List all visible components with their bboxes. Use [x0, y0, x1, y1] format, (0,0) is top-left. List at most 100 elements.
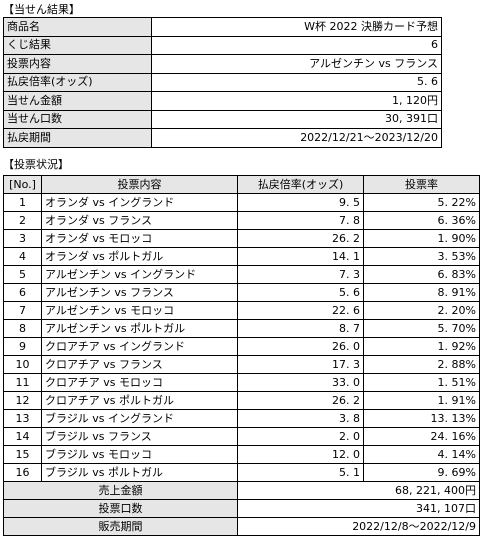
result-label: 当せん金額 [3, 91, 152, 111]
result-table: 商品名 W杯 2022 決勝カード予想 くじ結果 6 投票内容 アルゼンチン vs フラン… [3, 17, 442, 148]
row-odds: 33. 0 [237, 373, 364, 392]
summary-label: 販売期間 [3, 517, 238, 536]
result-label: 払戻倍率(オッズ) [3, 72, 152, 92]
row-odds: 26. 2 [237, 229, 364, 248]
result-value: 2022/12/21～2023/12/20 [151, 128, 442, 148]
result-row: 払戻期間 2022/12/21～2023/12/20 [3, 128, 442, 148]
row-number: 3 [3, 229, 42, 248]
row-odds: 7. 8 [237, 211, 364, 230]
row-content: アルゼンチン vs ポルトガル [41, 319, 238, 338]
row-content: ブラジル vs イングランド [41, 409, 238, 428]
row-content: オランダ vs フランス [41, 211, 238, 230]
voting-row: 15 ブラジル vs モロッコ 12. 0 4. 14% [3, 445, 480, 464]
row-odds: 26. 2 [237, 391, 364, 410]
row-content: クロアチア vs モロッコ [41, 373, 238, 392]
result-row: 当せん口数 30, 391口 [3, 109, 442, 129]
result-value: 5. 6 [151, 72, 442, 92]
header-rate: 投票率 [363, 175, 480, 194]
row-content: オランダ vs ポルトガル [41, 247, 238, 266]
row-odds: 17. 3 [237, 355, 364, 374]
row-rate: 9. 69% [363, 463, 480, 482]
row-rate: 1. 51% [363, 373, 480, 392]
row-rate: 5. 70% [363, 319, 480, 338]
row-rate: 1. 91% [363, 391, 480, 410]
result-row: 商品名 W杯 2022 決勝カード予想 [3, 17, 442, 37]
voting-row: 1 オランダ vs イングランド 9. 5 5. 22% [3, 193, 480, 212]
row-content: クロアチア vs イングランド [41, 337, 238, 356]
result-value: アルゼンチン vs フランス [151, 54, 442, 74]
voting-row: 9 クロアチア vs イングランド 26. 0 1. 92% [3, 337, 480, 356]
row-number: 12 [3, 391, 42, 410]
result-value: W杯 2022 決勝カード予想 [151, 17, 442, 37]
row-number: 7 [3, 301, 42, 320]
summary-row: 投票口数 341, 107口 [3, 499, 480, 518]
row-rate: 4. 14% [363, 445, 480, 464]
header-content: 投票内容 [41, 175, 238, 194]
row-rate: 24. 16% [363, 427, 480, 446]
result-value: 30, 391口 [151, 109, 442, 129]
row-number: 10 [3, 355, 42, 374]
row-content: オランダ vs イングランド [41, 193, 238, 212]
row-rate: 3. 53% [363, 247, 480, 266]
row-number: 5 [3, 265, 42, 284]
voting-row: 16 ブラジル vs ポルトガル 5. 1 9. 69% [3, 463, 480, 482]
voting-table: [No.] 投票内容 払戻倍率(オッズ) 投票率 1 オランダ vs イングランド… [3, 175, 480, 536]
row-content: オランダ vs モロッコ [41, 229, 238, 248]
voting-row: 10 クロアチア vs フランス 17. 3 2. 88% [3, 355, 480, 374]
row-number: 1 [3, 193, 42, 212]
row-odds: 12. 0 [237, 445, 364, 464]
voting-row: 6 アルゼンチン vs フランス 5. 6 8. 91% [3, 283, 480, 302]
voting-row: 13 ブラジル vs イングランド 3. 8 13. 13% [3, 409, 480, 428]
row-odds: 5. 6 [237, 283, 364, 302]
row-content: クロアチア vs ポルトガル [41, 391, 238, 410]
voting-row: 8 アルゼンチン vs ポルトガル 8. 7 5. 70% [3, 319, 480, 338]
summary-value: 2022/12/8～2022/12/9 [237, 517, 480, 536]
row-rate: 6. 83% [363, 265, 480, 284]
result-row: くじ結果 6 [3, 35, 442, 55]
summary-value: 341, 107口 [237, 499, 480, 518]
row-content: クロアチア vs フランス [41, 355, 238, 374]
result-value: 1, 120円 [151, 91, 442, 111]
voting-row: 11 クロアチア vs モロッコ 33. 0 1. 51% [3, 373, 480, 392]
result-value: 6 [151, 35, 442, 55]
row-content: ブラジル vs ポルトガル [41, 463, 238, 482]
row-odds: 7. 3 [237, 265, 364, 284]
summary-label: 投票口数 [3, 499, 238, 518]
row-rate: 8. 91% [363, 283, 480, 302]
row-number: 13 [3, 409, 42, 428]
header-no: [No.] [3, 175, 42, 194]
voting-row: 3 オランダ vs モロッコ 26. 2 1. 90% [3, 229, 480, 248]
row-rate: 13. 13% [363, 409, 480, 428]
result-label: 投票内容 [3, 54, 152, 74]
row-number: 14 [3, 427, 42, 446]
voting-row: 4 オランダ vs ポルトガル 14. 1 3. 53% [3, 247, 480, 266]
result-row: 当せん金額 1, 120円 [3, 91, 442, 111]
row-content: アルゼンチン vs イングランド [41, 265, 238, 284]
result-row: 投票内容 アルゼンチン vs フランス [3, 54, 442, 74]
row-odds: 3. 8 [237, 409, 364, 428]
row-odds: 22. 6 [237, 301, 364, 320]
row-number: 8 [3, 319, 42, 338]
result-label: 商品名 [3, 17, 152, 37]
row-content: アルゼンチン vs モロッコ [41, 301, 238, 320]
voting-row: 5 アルゼンチン vs イングランド 7. 3 6. 83% [3, 265, 480, 284]
row-number: 4 [3, 247, 42, 266]
row-number: 6 [3, 283, 42, 302]
voting-row: 2 オランダ vs フランス 7. 8 6. 36% [3, 211, 480, 230]
row-odds: 5. 1 [237, 463, 364, 482]
row-content: アルゼンチン vs フランス [41, 283, 238, 302]
row-content: ブラジル vs フランス [41, 427, 238, 446]
row-odds: 8. 7 [237, 319, 364, 338]
summary-row: 売上金額 68, 221, 400円 [3, 481, 480, 500]
row-rate: 6. 36% [363, 211, 480, 230]
result-row: 払戻倍率(オッズ) 5. 6 [3, 72, 442, 92]
row-odds: 9. 5 [237, 193, 364, 212]
row-number: 11 [3, 373, 42, 392]
row-rate: 2. 20% [363, 301, 480, 320]
row-number: 2 [3, 211, 42, 230]
voting-section-title: 【投票状況】 [3, 158, 69, 171]
row-number: 15 [3, 445, 42, 464]
row-odds: 26. 0 [237, 337, 364, 356]
voting-header-row: [No.] 投票内容 払戻倍率(オッズ) 投票率 [3, 175, 480, 194]
row-rate: 1. 90% [363, 229, 480, 248]
